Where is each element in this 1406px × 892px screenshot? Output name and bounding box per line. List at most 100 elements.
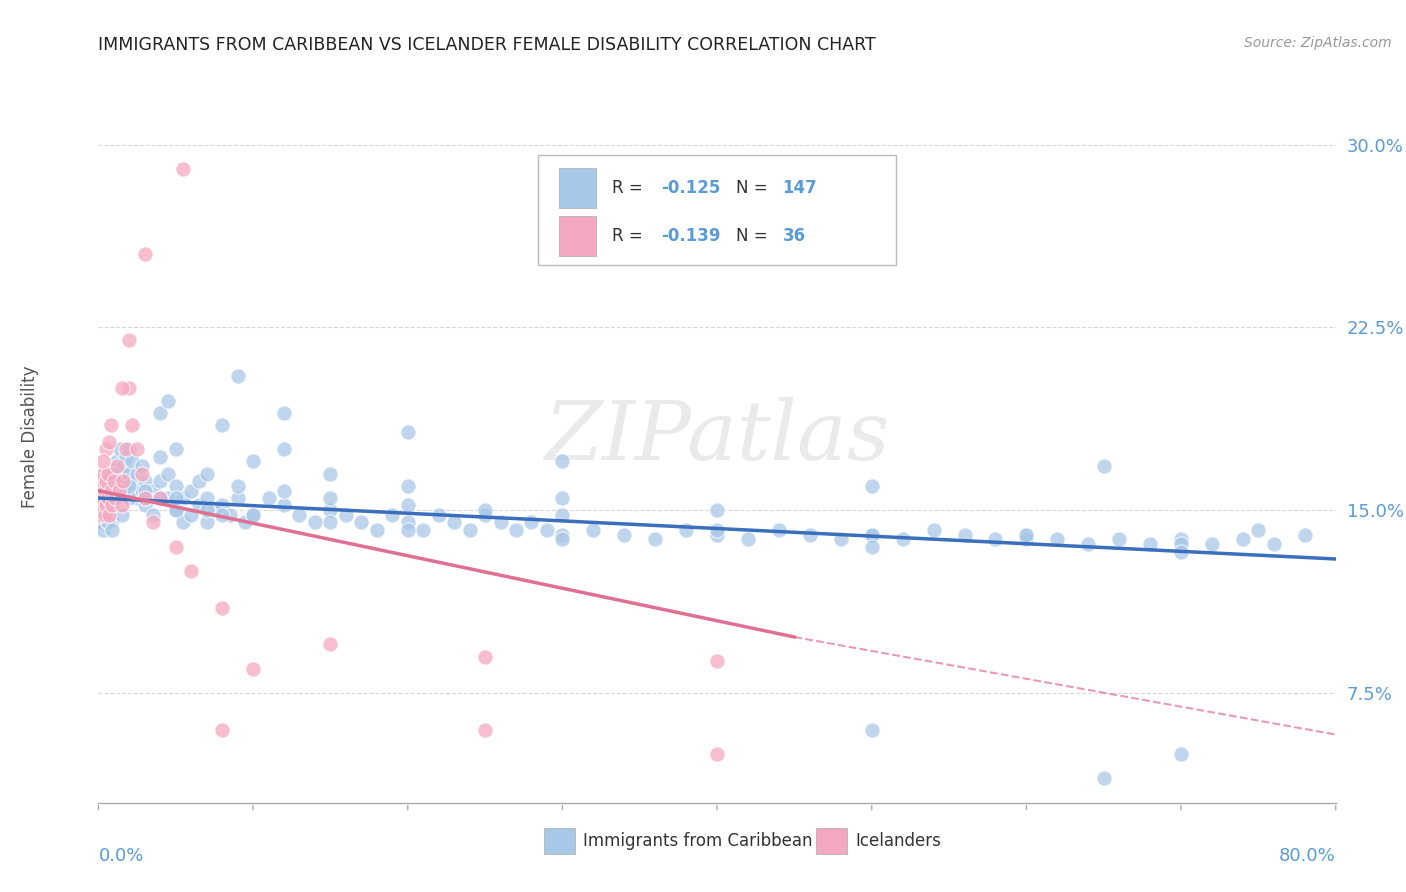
Point <box>127 467 149 481</box>
Point <box>90 499 112 513</box>
Point <box>91 499 114 513</box>
Text: -0.139: -0.139 <box>661 227 721 245</box>
Text: Source: ZipAtlas.com: Source: ZipAtlas.com <box>1244 36 1392 50</box>
Point <box>127 442 149 457</box>
Point <box>706 747 728 761</box>
Point <box>103 467 125 481</box>
Point <box>1139 537 1161 551</box>
Point <box>89 483 111 498</box>
Point <box>195 467 218 481</box>
Point <box>131 467 153 481</box>
Point <box>93 479 115 493</box>
Point <box>860 723 883 737</box>
Point <box>219 508 242 522</box>
Point <box>131 483 153 498</box>
Text: Immigrants from Caribbean: Immigrants from Caribbean <box>583 832 813 850</box>
Point <box>105 459 128 474</box>
Point <box>149 406 172 420</box>
Point <box>273 499 295 513</box>
FancyBboxPatch shape <box>537 155 897 265</box>
Point <box>706 654 728 668</box>
Point <box>273 442 295 457</box>
Point <box>98 434 121 449</box>
Point <box>96 471 118 485</box>
Point <box>1263 537 1285 551</box>
Point <box>319 516 342 530</box>
Point <box>108 442 131 457</box>
Point <box>91 454 114 468</box>
Point <box>165 491 187 505</box>
Point <box>396 425 419 440</box>
Point <box>96 499 118 513</box>
Point <box>1170 537 1192 551</box>
Point <box>304 516 326 530</box>
Point <box>195 503 218 517</box>
Point <box>118 479 141 493</box>
Point <box>412 523 434 537</box>
Point <box>706 527 728 541</box>
FancyBboxPatch shape <box>544 829 575 854</box>
Point <box>396 516 419 530</box>
Point <box>97 491 120 505</box>
Point <box>180 564 202 578</box>
Point <box>242 508 264 522</box>
Text: N =: N = <box>735 178 772 197</box>
Point <box>830 533 852 547</box>
Point <box>100 474 122 488</box>
Point <box>366 523 388 537</box>
Point <box>1015 527 1038 541</box>
Point <box>118 442 141 457</box>
Point <box>211 508 233 522</box>
Point <box>1015 527 1038 541</box>
Point <box>860 479 883 493</box>
FancyBboxPatch shape <box>815 829 846 854</box>
Point <box>226 479 249 493</box>
Point <box>706 503 728 517</box>
Point <box>953 527 976 541</box>
Point <box>613 527 636 541</box>
Point <box>165 540 187 554</box>
Point <box>427 508 450 522</box>
Point <box>121 479 143 493</box>
Point <box>188 499 211 513</box>
Point <box>101 499 124 513</box>
Point <box>1170 533 1192 547</box>
Point <box>93 508 115 522</box>
Point <box>582 523 605 537</box>
Point <box>211 723 233 737</box>
Point <box>157 491 180 505</box>
Text: R =: R = <box>612 178 648 197</box>
Point <box>157 467 180 481</box>
Point <box>319 637 342 651</box>
Point <box>396 523 419 537</box>
Point <box>173 161 195 176</box>
Point <box>381 508 404 522</box>
Point <box>860 527 883 541</box>
Point <box>96 496 118 510</box>
Point <box>1294 527 1316 541</box>
Point <box>180 508 202 522</box>
Point <box>1108 533 1130 547</box>
Point <box>165 503 187 517</box>
Point <box>149 491 172 505</box>
Point <box>1232 533 1254 547</box>
Point <box>93 483 115 498</box>
Point <box>1092 772 1115 786</box>
Point <box>121 417 143 432</box>
Point <box>90 508 112 522</box>
Point <box>111 508 134 522</box>
Point <box>112 483 135 498</box>
Point <box>115 474 138 488</box>
Point <box>91 508 114 522</box>
Point <box>242 662 264 676</box>
Point <box>100 483 122 498</box>
Point <box>91 491 114 505</box>
Point <box>108 467 131 481</box>
Point <box>115 450 138 464</box>
Point <box>173 491 195 505</box>
Point <box>134 247 156 261</box>
Point <box>115 442 138 457</box>
Point <box>860 527 883 541</box>
Point <box>226 491 249 505</box>
Text: 36: 36 <box>783 227 806 245</box>
